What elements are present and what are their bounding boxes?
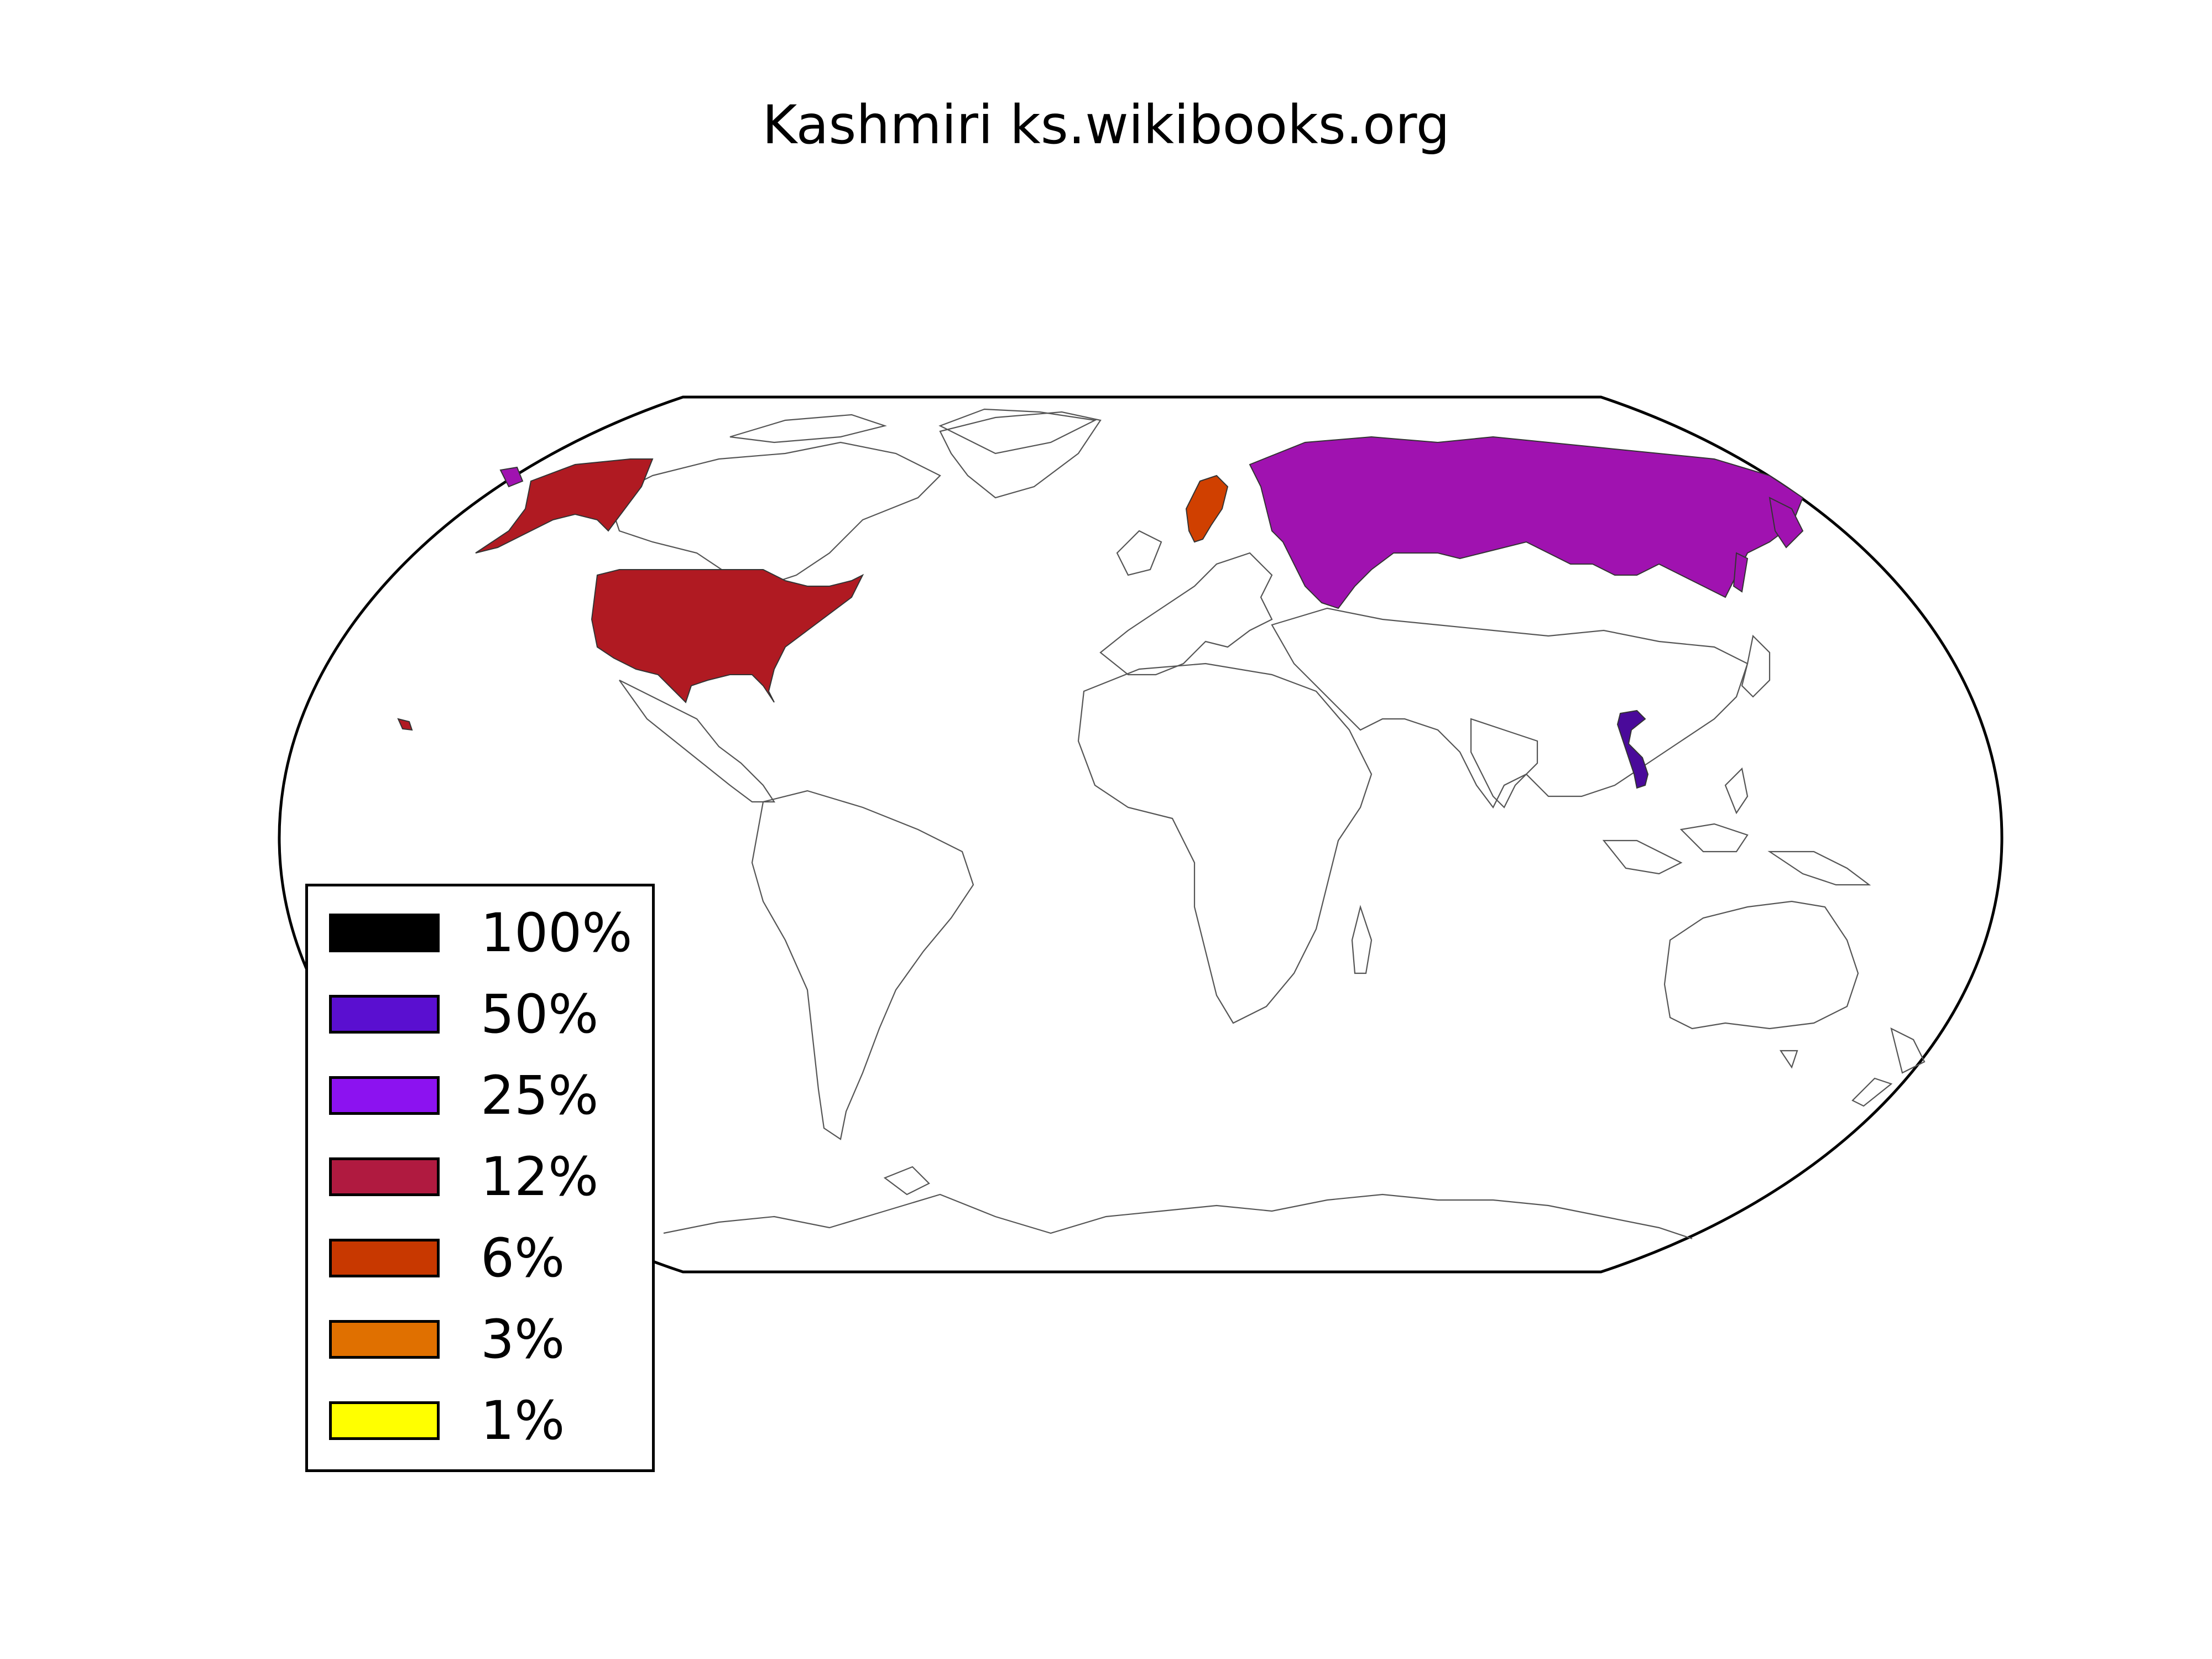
legend-item: 100% xyxy=(329,906,632,959)
legend-swatch xyxy=(329,1239,440,1277)
legend-swatch xyxy=(329,1076,440,1115)
region-vietnam xyxy=(1616,709,1649,789)
region-sweden xyxy=(1185,474,1229,543)
country-outlines xyxy=(607,408,1926,1240)
region-alaska xyxy=(475,458,654,554)
region-kamchatka xyxy=(1768,497,1804,549)
legend-swatch xyxy=(329,1401,440,1440)
region-hawaii xyxy=(397,718,413,731)
legend-swatch xyxy=(329,1320,440,1359)
legend-item: 6% xyxy=(329,1232,565,1285)
legend-label: 25% xyxy=(481,1065,599,1126)
legend-swatch xyxy=(329,1157,440,1196)
region-united-states xyxy=(591,569,864,703)
legend-swatch xyxy=(329,914,440,952)
legend-item: 50% xyxy=(329,988,598,1041)
legend-label: 12% xyxy=(481,1146,599,1208)
legend-label: 6% xyxy=(481,1227,565,1289)
legend-item: 3% xyxy=(329,1313,565,1366)
map-title: Kashmiri ks.wikibooks.org xyxy=(762,94,1450,156)
legend-label: 50% xyxy=(481,983,599,1045)
legend-item: 12% xyxy=(329,1150,598,1203)
region-russia xyxy=(1249,436,1804,609)
region-russia-chukotka-west xyxy=(499,466,524,488)
region-sakhalin xyxy=(1733,552,1749,593)
legend-swatch xyxy=(329,995,440,1034)
legend-item: 1% xyxy=(329,1394,565,1447)
legend-item: 25% xyxy=(329,1069,598,1122)
legend-label: 100% xyxy=(481,902,633,964)
legend-label: 1% xyxy=(481,1390,565,1452)
legend-label: 3% xyxy=(481,1308,565,1370)
legend: 100% 50% 25% 12% 6% 3% 1% xyxy=(305,884,655,1472)
